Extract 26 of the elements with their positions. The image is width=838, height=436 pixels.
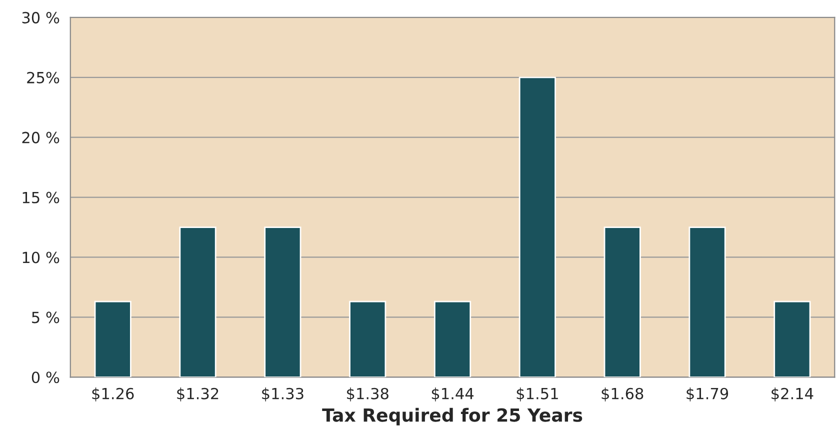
x-tick-label: $1.44 <box>432 388 474 402</box>
bar <box>604 226 641 378</box>
bar <box>94 300 132 378</box>
x-tick-label: $1.26 <box>92 388 134 402</box>
bar <box>179 226 216 378</box>
x-tick-label: $1.33 <box>262 388 304 402</box>
bar <box>434 300 472 378</box>
bar <box>774 300 811 378</box>
bar <box>688 226 726 378</box>
y-tick-label: 30 % <box>22 12 60 24</box>
x-tick-label: $1.51 <box>516 388 558 402</box>
bar <box>349 300 386 378</box>
x-tick-label: $1.79 <box>686 388 728 402</box>
x-tick-label: $2.14 <box>772 388 814 402</box>
y-tick-label: 10 % <box>22 252 60 264</box>
x-tick-label: $1.32 <box>177 388 218 402</box>
y-tick-label: 20 % <box>22 132 60 144</box>
y-tick-label: 15 % <box>22 192 60 204</box>
y-tick-label: 0 % <box>32 372 60 384</box>
y-tick-label: 25% <box>27 72 60 84</box>
x-tick-label: $1.68 <box>602 388 644 402</box>
bar <box>264 226 302 378</box>
bar <box>518 76 556 378</box>
x-tick-label: $1.38 <box>347 388 388 402</box>
x-axis-title: Tax Required for 25 Years <box>322 408 582 426</box>
y-tick-label: 5 % <box>32 312 60 324</box>
